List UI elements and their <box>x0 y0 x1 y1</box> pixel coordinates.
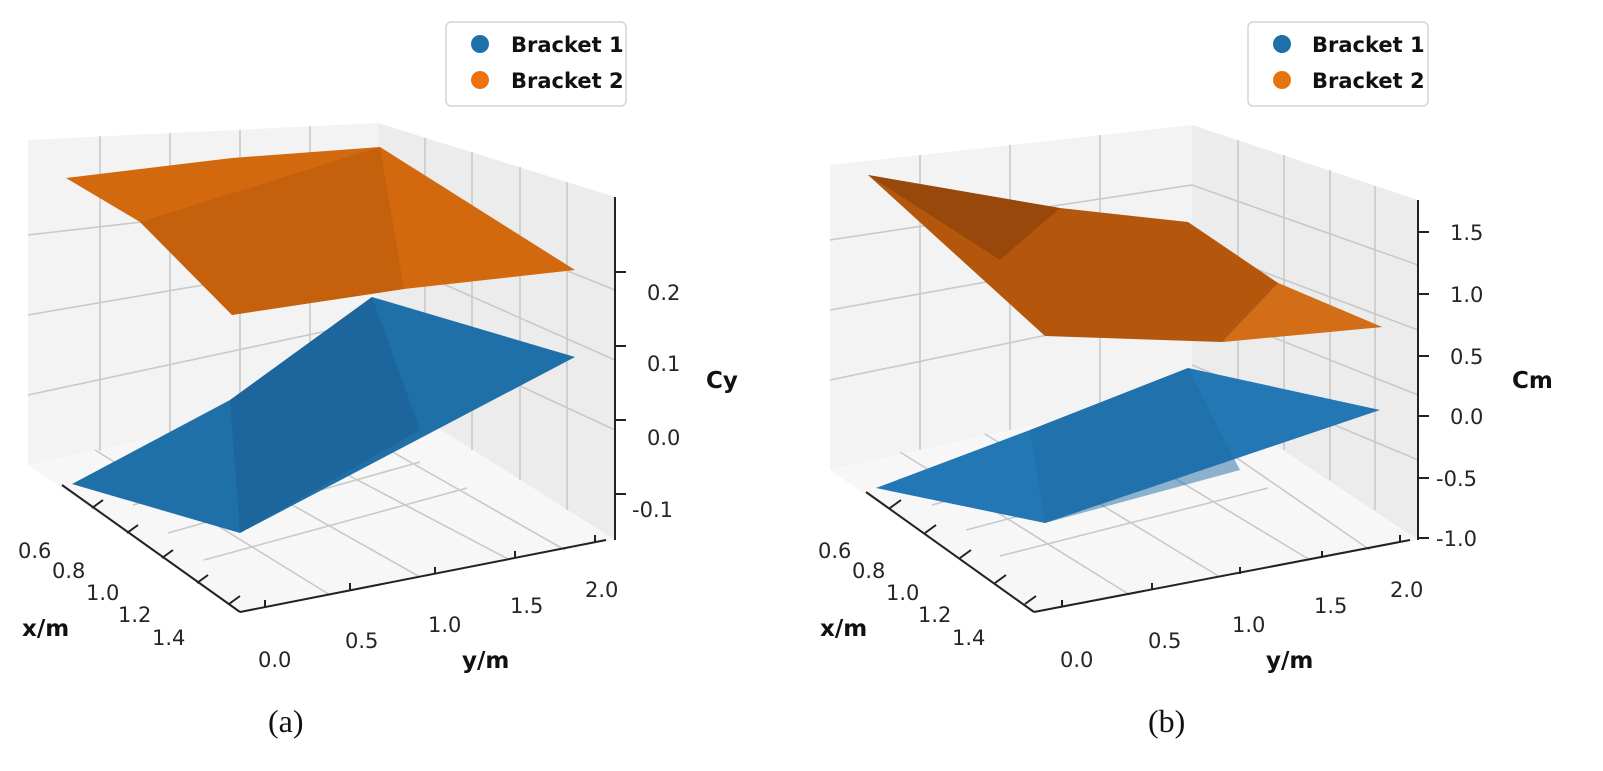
y-tick-label: 0.0 <box>1060 648 1093 672</box>
z-ticks-a <box>615 271 626 495</box>
legend-box <box>445 21 627 107</box>
y-tick-label: 2.0 <box>585 578 618 602</box>
x-tick-label: 1.0 <box>886 581 919 605</box>
x-tick-label: 1.4 <box>952 626 985 650</box>
y-axis-label: y/m <box>1266 648 1313 674</box>
y-tick-label: 1.0 <box>428 613 461 637</box>
y-axis-b <box>1033 539 1411 613</box>
y-tick-label: 1.5 <box>1314 594 1347 618</box>
legend-label: Bracket 1 <box>511 33 624 57</box>
z-tick-label: 0.0 <box>1450 405 1483 429</box>
x-tick-label: 1.2 <box>118 603 151 627</box>
panel-b: 0.6 0.8 1.0 1.2 1.4 0.0 0.5 1.0 1.5 2.0 … <box>818 21 1553 739</box>
x-axis-label: x/m <box>22 616 69 642</box>
z-tick-label: 0.0 <box>647 426 680 450</box>
x-tick-label: 1.4 <box>152 626 185 650</box>
legend-box <box>1247 21 1429 107</box>
x-axis-b <box>865 491 1035 613</box>
legend-label: Bracket 1 <box>1312 33 1425 57</box>
z-axis-label: Cy <box>706 368 738 394</box>
y-tick-label: 2.0 <box>1390 578 1423 602</box>
surface-bracket2-b <box>868 175 1382 342</box>
y-axis-a <box>239 539 607 613</box>
legend-marker-bracket1 <box>471 35 489 53</box>
x-axis-a <box>61 484 241 613</box>
legend-b: Bracket 1 Bracket 2 <box>1247 21 1429 107</box>
legend-label: Bracket 2 <box>1312 69 1425 93</box>
z-tick-label: 0.5 <box>1450 345 1483 369</box>
y-tick-label: 0.0 <box>258 648 291 672</box>
surface-bracket1-a <box>72 297 575 533</box>
caption-b: (b) <box>1148 703 1185 739</box>
y-axis-label: y/m <box>462 648 509 674</box>
legend-marker-bracket2 <box>471 71 489 89</box>
y-tick-label: 1.5 <box>510 594 543 618</box>
x-ticks-b <box>889 499 1037 605</box>
bracket1-surface-shade-b <box>1030 368 1240 523</box>
x-ticks-a <box>91 499 241 605</box>
x-axis-label: x/m <box>820 616 867 642</box>
x-tick-label: 1.2 <box>918 603 951 627</box>
y-tick-label: 0.5 <box>1148 629 1181 653</box>
z-tick-label: 0.1 <box>647 352 680 376</box>
z-tick-label: 1.5 <box>1450 221 1483 245</box>
y-ticks-a <box>264 535 596 607</box>
x-tick-label: 1.0 <box>86 581 119 605</box>
surface-bracket2-a <box>66 147 575 315</box>
y-tick-label: 1.0 <box>1232 613 1265 637</box>
z-axis-label: Cm <box>1512 368 1553 394</box>
panel-a: 0.6 0.8 1.0 1.2 1.4 0.0 0.5 1.0 1.5 2.0 … <box>18 21 738 739</box>
legend-label: Bracket 2 <box>511 69 624 93</box>
x-tick-label: 0.8 <box>52 559 85 583</box>
legend-marker-bracket1 <box>1273 35 1291 53</box>
z-tick-label: -0.5 <box>1436 467 1477 491</box>
bracket2-surface-light-b <box>1222 283 1382 342</box>
x-tick-label: 0.6 <box>818 539 851 563</box>
z-ticks-b <box>1418 231 1429 539</box>
z-tick-label: -1.0 <box>1436 527 1477 551</box>
y-tick-label: 0.5 <box>345 629 378 653</box>
legend-marker-bracket2 <box>1273 71 1291 89</box>
z-tick-label: -0.1 <box>632 498 673 522</box>
caption-a: (a) <box>268 703 304 739</box>
x-tick-label: 0.6 <box>18 539 51 563</box>
z-tick-label: 1.0 <box>1450 283 1483 307</box>
legend-a: Bracket 1 Bracket 2 <box>445 21 627 107</box>
bracket2-surface-a <box>66 147 575 315</box>
z-tick-label: 0.2 <box>647 281 680 305</box>
y-ticks-b <box>1061 535 1401 607</box>
bracket2-surface-shade-a <box>140 147 404 315</box>
bracket1-surface-shade-a <box>230 297 420 533</box>
x-tick-label: 0.8 <box>852 559 885 583</box>
bracket2-surface-dark-b <box>868 175 1060 260</box>
surface-bracket1-b <box>876 368 1380 523</box>
